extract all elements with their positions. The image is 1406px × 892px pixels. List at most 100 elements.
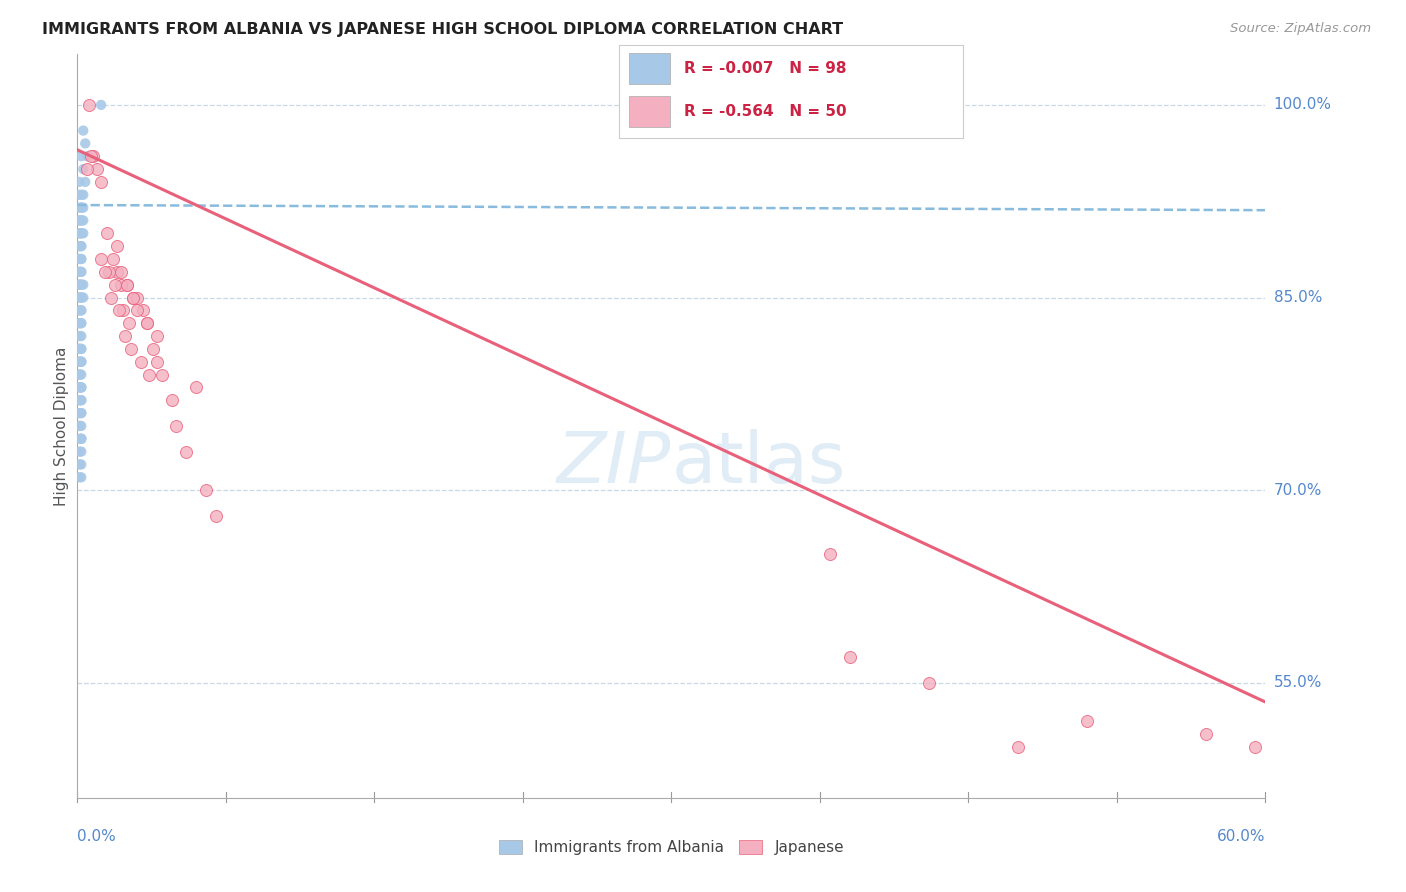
Point — [72, 162, 94, 177]
Text: 85.0%: 85.0% — [1274, 290, 1322, 305]
Text: IMMIGRANTS FROM ALBANIA VS JAPANESE HIGH SCHOOL DIPLOMA CORRELATION CHART: IMMIGRANTS FROM ALBANIA VS JAPANESE HIGH… — [42, 22, 844, 37]
Point — [70, 380, 93, 394]
Point — [70, 368, 93, 382]
Point — [101, 252, 124, 266]
Point — [90, 98, 112, 112]
Point — [75, 136, 97, 151]
Point — [70, 291, 93, 305]
Point — [70, 432, 93, 446]
Point — [67, 252, 90, 266]
Point — [90, 252, 112, 266]
Point — [94, 265, 117, 279]
Point — [70, 303, 93, 318]
Point — [70, 393, 93, 408]
Point — [67, 187, 90, 202]
Point — [67, 227, 90, 241]
Point — [76, 149, 98, 163]
Legend: Immigrants from Albania, Japanese: Immigrants from Albania, Japanese — [492, 834, 851, 862]
Point — [105, 265, 128, 279]
Point — [131, 303, 153, 318]
Point — [70, 355, 93, 369]
Point — [67, 213, 90, 227]
Point — [98, 265, 121, 279]
Point — [70, 432, 93, 446]
Point — [145, 355, 167, 369]
Point — [121, 291, 143, 305]
Point — [72, 123, 94, 137]
Point — [67, 393, 90, 408]
Point — [77, 98, 100, 112]
Point — [70, 201, 93, 215]
Point — [70, 393, 93, 408]
Point — [70, 303, 93, 318]
Text: R = -0.007   N = 98: R = -0.007 N = 98 — [685, 61, 846, 76]
Point — [125, 291, 148, 305]
Point — [67, 227, 90, 241]
Point — [67, 329, 90, 343]
Point — [70, 316, 93, 330]
Point — [70, 239, 93, 253]
Point — [70, 213, 93, 227]
Point — [67, 406, 90, 420]
Text: 55.0%: 55.0% — [1274, 675, 1322, 690]
Point — [186, 380, 208, 394]
Point — [67, 458, 90, 472]
Point — [114, 329, 136, 343]
Text: 60.0%: 60.0% — [1218, 829, 1265, 844]
Point — [70, 342, 93, 356]
Bar — [628, 96, 671, 127]
Point — [67, 470, 90, 484]
Text: Source: ZipAtlas.com: Source: ZipAtlas.com — [1230, 22, 1371, 36]
Text: 0.0%: 0.0% — [77, 829, 117, 844]
Point — [72, 187, 94, 202]
Point — [67, 239, 90, 253]
Point — [115, 277, 138, 292]
Point — [165, 419, 187, 434]
Point — [67, 342, 90, 356]
Point — [129, 355, 152, 369]
Point — [70, 406, 93, 420]
Point — [70, 380, 93, 394]
Point — [67, 316, 90, 330]
Point — [70, 277, 93, 292]
Point — [70, 316, 93, 330]
Point — [80, 149, 103, 163]
Point — [90, 175, 112, 189]
Point — [82, 149, 104, 163]
Point — [67, 265, 90, 279]
Point — [70, 329, 93, 343]
Point — [70, 458, 93, 472]
Point — [70, 149, 93, 163]
Point — [72, 201, 94, 215]
Point — [138, 368, 160, 382]
Point — [67, 213, 90, 227]
Point — [70, 291, 93, 305]
Point — [67, 444, 90, 458]
Point — [67, 303, 90, 318]
Point — [70, 380, 93, 394]
Point — [72, 291, 94, 305]
Point — [838, 650, 860, 665]
Point — [67, 368, 90, 382]
Point — [818, 547, 841, 561]
Point — [72, 213, 94, 227]
Point — [195, 483, 218, 497]
Point — [110, 265, 132, 279]
Point — [135, 316, 157, 330]
Text: atlas: atlas — [672, 429, 846, 498]
Point — [67, 380, 90, 394]
Point — [67, 368, 90, 382]
Point — [67, 291, 90, 305]
Point — [67, 329, 90, 343]
Point — [67, 201, 90, 215]
Point — [67, 406, 90, 420]
Point — [135, 316, 157, 330]
Point — [125, 303, 148, 318]
Point — [104, 277, 127, 292]
Point — [67, 303, 90, 318]
Point — [70, 213, 93, 227]
Point — [72, 227, 94, 241]
Point — [76, 162, 98, 177]
Point — [70, 227, 93, 241]
Point — [86, 162, 108, 177]
